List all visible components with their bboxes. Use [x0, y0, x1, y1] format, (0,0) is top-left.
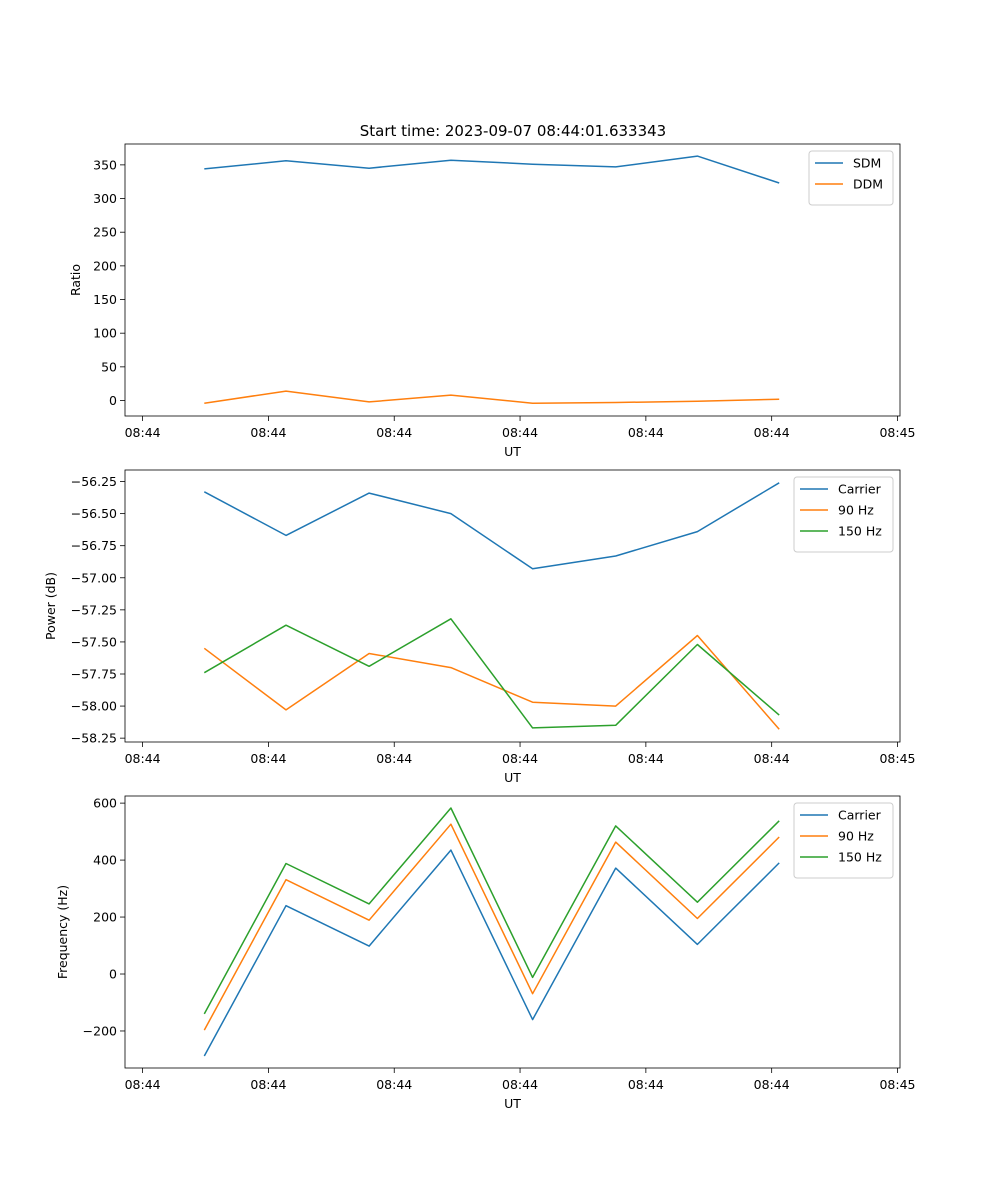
subplots: 08:44 08:44 08:44 08:44 08:44 08:44 08:45 0 50 10… — [43, 143, 915, 1111]
x-axis-label: UT — [504, 1096, 521, 1111]
y-tick-label: 400 — [93, 853, 117, 868]
x-tick-label: 08:44 — [250, 1077, 286, 1092]
y-tick-label: −200 — [83, 1023, 117, 1038]
y-tick-label: −56.25 — [71, 474, 117, 489]
x-tick-label: 08:44 — [502, 425, 538, 440]
y-tick-label: −57.25 — [71, 602, 117, 617]
x-tick-label: 08:44 — [754, 425, 790, 440]
x-tick-label: 08:44 — [502, 1077, 538, 1092]
y-tick-label: −57.75 — [71, 667, 117, 682]
legend-label: Carrier — [838, 482, 882, 497]
series-line-carrier — [203, 482, 780, 570]
plot-area — [125, 470, 900, 742]
plot-area — [125, 144, 900, 416]
plot-area — [125, 796, 900, 1068]
legend: Carrier 90 Hz 150 Hz — [793, 802, 894, 879]
x-tick-label: 08:44 — [376, 1077, 412, 1092]
x-tick-label: 08:44 — [502, 751, 538, 766]
axes-frame — [124, 143, 901, 417]
x-tick-label: 08:44 — [376, 425, 412, 440]
legend-label: 150 Hz — [838, 850, 882, 865]
y-tick-label: 600 — [93, 796, 117, 811]
series-line-150-hz — [203, 618, 780, 729]
y-tick-label: 0 — [109, 967, 117, 982]
x-tick-label: 08:44 — [250, 425, 286, 440]
legend-label: 150 Hz — [838, 524, 882, 539]
series-line-sdm — [204, 155, 780, 184]
axes-frame — [124, 469, 901, 743]
series-line-150-hz — [203, 807, 780, 1015]
axes-frame — [124, 795, 901, 1069]
x-tick-label: 08:45 — [879, 751, 915, 766]
y-tick-label: 200 — [93, 258, 117, 273]
subplot-2: 08:44 08:44 08:44 08:44 08:44 08:44 08:45 −58.2… — [43, 469, 915, 785]
legend-label: Carrier — [838, 808, 882, 823]
subplot-3: 08:44 08:44 08:44 08:44 08:44 08:44 08:45 −200 0… — [55, 795, 915, 1111]
y-tick-label: 350 — [93, 157, 117, 172]
series-line-ddm — [204, 390, 780, 404]
x-tick-label: 08:44 — [125, 425, 161, 440]
y-tick-label: −56.75 — [71, 538, 117, 553]
x-tick-label: 08:44 — [125, 1077, 161, 1092]
x-tick-label: 08:44 — [125, 751, 161, 766]
legend-label: DDM — [853, 177, 883, 192]
y-tick-label: −58.25 — [71, 731, 117, 746]
x-tick-label: 08:44 — [754, 751, 790, 766]
x-tick-label: 08:45 — [879, 425, 915, 440]
x-tick-label: 08:44 — [628, 1077, 664, 1092]
y-tick-label: 300 — [93, 191, 117, 206]
legend-box — [793, 802, 894, 879]
y-tick-label: 200 — [93, 910, 117, 925]
y-tick-label: 150 — [93, 292, 117, 307]
x-tick-label: 08:44 — [628, 751, 664, 766]
subplot-1: 08:44 08:44 08:44 08:44 08:44 08:44 08:45 0 50 10… — [68, 143, 915, 459]
x-axis-label: UT — [504, 444, 521, 459]
legend-label: 90 Hz — [838, 503, 874, 518]
figure-title: Start time: 2023-09-07 08:44:01.633343 — [360, 122, 666, 140]
legend-box — [808, 150, 894, 206]
y-tick-label: −57.50 — [71, 634, 117, 649]
legend-label: 90 Hz — [838, 829, 874, 844]
y-axis-label: Frequency (Hz) — [55, 885, 70, 979]
y-axis-label: Power (dB) — [43, 572, 58, 640]
series-line-90-hz — [203, 634, 780, 730]
x-tick-label: 08:44 — [250, 751, 286, 766]
series-line-90-hz — [203, 823, 780, 1031]
y-tick-label: −56.50 — [71, 506, 117, 521]
y-axis-label: Ratio — [68, 264, 83, 296]
x-tick-label: 08:44 — [376, 751, 412, 766]
legend-box — [793, 476, 894, 553]
x-tick-label: 08:44 — [628, 425, 664, 440]
legend: SDM DDM — [808, 150, 894, 206]
y-tick-label: −58.00 — [71, 699, 117, 714]
legend: Carrier 90 Hz 150 Hz — [793, 476, 894, 553]
y-tick-label: 100 — [93, 326, 117, 341]
legend-label: SDM — [853, 156, 881, 171]
series-line-carrier — [203, 849, 780, 1057]
y-tick-label: −57.00 — [71, 570, 117, 585]
x-tick-label: 08:44 — [754, 1077, 790, 1092]
y-tick-label: 250 — [93, 225, 117, 240]
x-axis-label: UT — [504, 770, 521, 785]
y-tick-label: 50 — [101, 359, 117, 374]
x-tick-label: 08:45 — [879, 1077, 915, 1092]
y-tick-label: 0 — [109, 393, 117, 408]
